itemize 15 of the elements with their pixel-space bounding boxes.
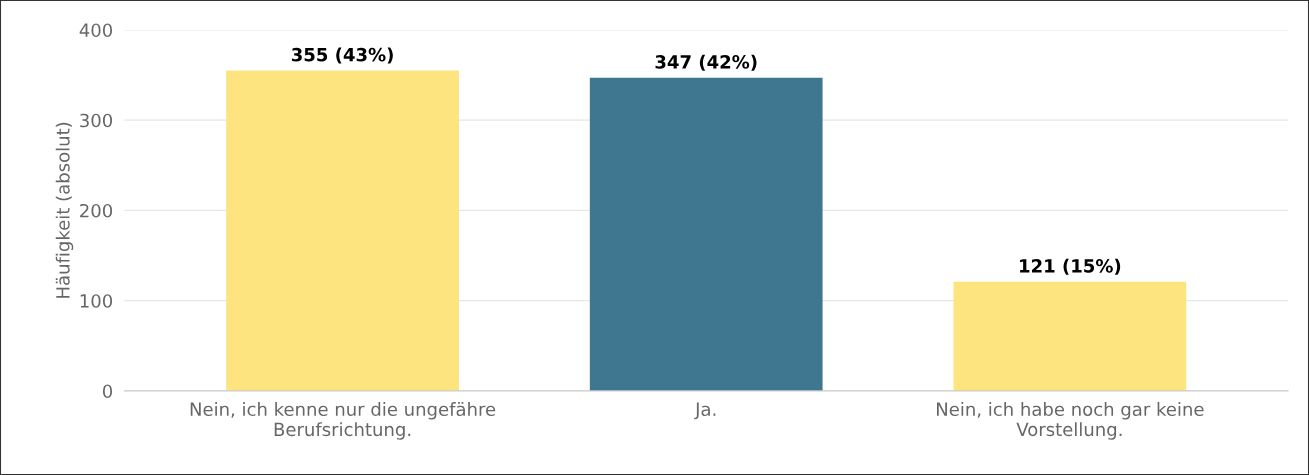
bar [589,77,823,391]
x-tick-label: Nein, ich habe noch gar keine Vorstellung. [937,402,1204,440]
bar [953,281,1187,391]
x-tick-label: Ja. [694,402,716,420]
data-label: 347 (42%) [655,54,757,71]
data-label: 355 (43%) [291,47,393,64]
bar [226,70,459,391]
data-label: 121 (15%) [1020,258,1121,275]
y-tick-label: 0 [102,384,113,399]
y-tick-label: 200 [80,203,113,218]
y-tick-label: 100 [80,294,113,308]
y-axis-title: Häufigkeit (absolut) [55,122,74,298]
x-tick-label: Nein, ich kenne nur die ungefähre Berufsrichtung. [190,402,496,440]
y-tick-label: 400 [79,23,113,38]
y-tick-label: 300 [80,113,113,128]
